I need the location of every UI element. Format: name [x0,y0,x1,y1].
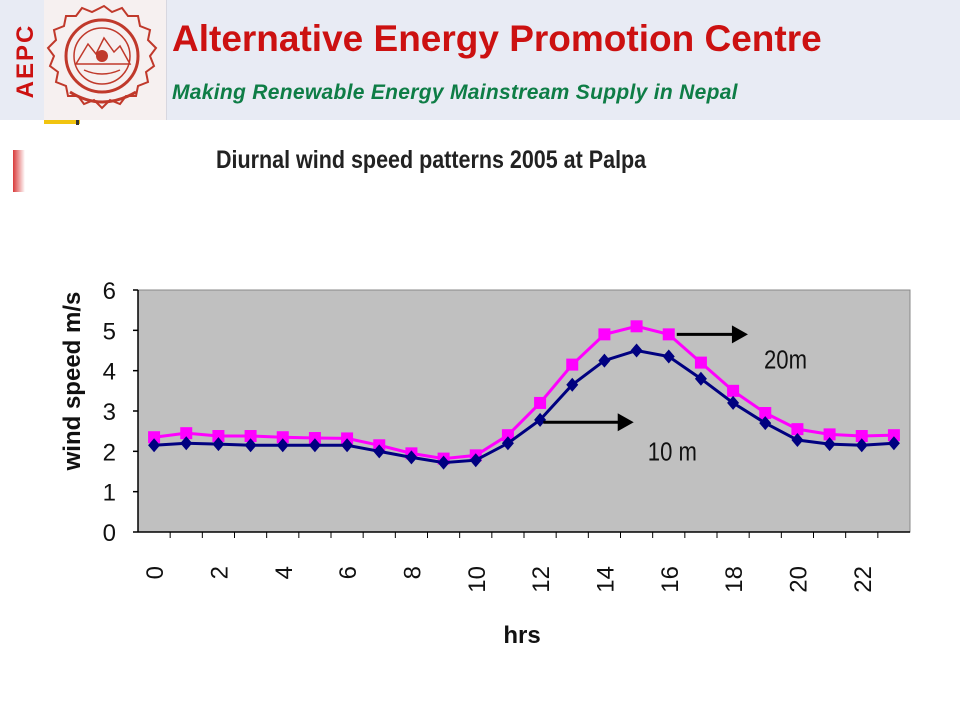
data-point-20m [855,430,868,443]
seal-logo [44,0,167,120]
x-tick-label: 6 [335,566,362,579]
y-tick-label: 1 [103,480,116,507]
data-point-20m [566,358,579,371]
data-point-20m [501,429,514,442]
data-point-20m [727,384,740,397]
data-point-20m [662,328,675,341]
annotation-10m: 10 m [648,438,697,467]
x-tick-label: 0 [142,566,169,579]
data-point-20m [148,431,161,444]
page-subtitle: Making Renewable Energy Mainstream Suppl… [172,81,738,104]
x-tick-label: 18 [721,566,748,593]
divider-tick [76,120,79,125]
y-tick-label: 0 [103,520,116,547]
data-point-10m [662,349,675,364]
data-point-10m [437,455,450,470]
data-point-10m [276,438,289,453]
data-point-20m [694,356,707,369]
header-banner: AEPC Alternative Energy Promotion Centre… [0,0,960,120]
data-point-10m [534,412,547,427]
annotation-20m: 20m [764,346,807,375]
y-tick-label: 5 [103,318,116,345]
x-tick-label: 12 [528,566,555,593]
x-tick-label: 10 [464,566,491,593]
data-point-10m [791,433,804,448]
data-point-20m [534,396,547,409]
data-point-20m [212,430,225,443]
arrow-20m-head [731,325,748,344]
data-point-20m [244,430,257,443]
red-side-tab [13,150,25,192]
data-point-10m [148,438,161,453]
data-point-10m [887,436,900,451]
data-point-10m [630,343,643,358]
data-point-20m [823,428,836,441]
y-tick-label: 6 [103,278,116,305]
y-tick-label: 3 [103,399,116,426]
data-point-10m [180,436,193,451]
data-point-10m [308,438,321,453]
data-point-10m [244,438,257,453]
data-point-20m [791,423,804,436]
data-point-20m [759,407,772,420]
data-point-10m [598,353,611,368]
arrow-10m-head [617,413,634,432]
data-point-20m [180,427,193,440]
seal-icon [46,4,158,110]
data-point-10m [373,444,386,459]
data-point-10m [469,453,482,468]
y-tick-label: 4 [103,359,116,386]
data-point-10m [212,437,225,452]
data-point-10m [405,450,418,465]
data-point-10m [727,395,740,410]
plot-area [137,289,911,533]
data-point-10m [694,371,707,386]
data-point-10m [759,416,772,431]
data-point-10m [341,438,354,453]
data-point-20m [598,328,611,341]
x-axis-label: hrs [503,622,540,649]
x-tick-label: 22 [850,566,877,593]
y-axis-label: wind speed m/s [59,292,86,472]
data-point-20m [308,432,321,445]
x-tick-label: 20 [785,566,812,593]
data-point-20m [630,320,643,333]
data-point-10m [823,437,836,452]
data-point-10m [855,438,868,453]
data-point-10m [501,436,514,451]
x-tick-label: 2 [206,566,233,579]
yellow-divider [44,120,80,125]
x-tick-label: 8 [399,566,426,579]
page-title: Alternative Energy Promotion Centre [172,18,822,59]
x-tick-label: 14 [592,566,619,593]
chart-title: Diurnal wind speed patterns 2005 at Palp… [216,146,647,174]
y-tick-label: 2 [103,439,116,466]
data-point-10m [566,377,579,392]
x-tick-label: 16 [657,566,684,593]
data-point-20m [276,431,289,444]
x-tick-label: 4 [271,566,298,579]
data-point-20m [887,429,900,442]
